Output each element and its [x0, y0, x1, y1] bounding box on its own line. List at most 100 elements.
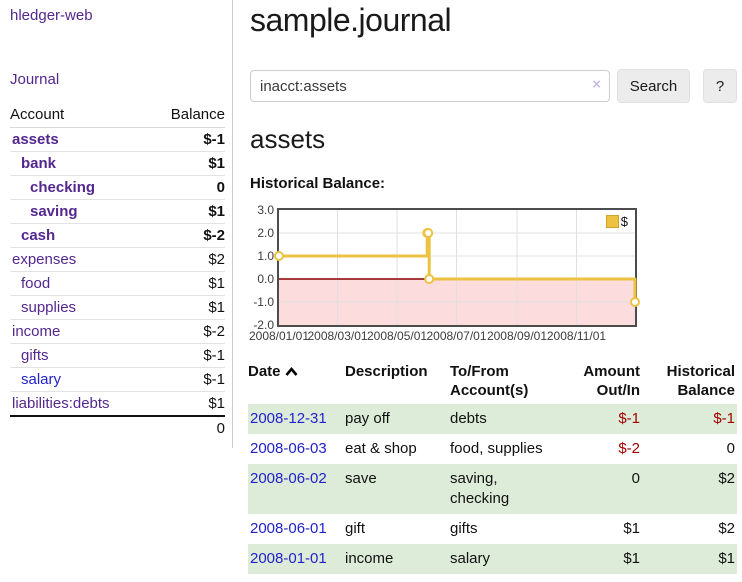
data-point-marker [423, 228, 434, 238]
sidebar-account-row: bank $1 [10, 151, 225, 176]
sidebar-account-row: cash $-2 [10, 223, 225, 248]
sidebar-account-row: income $-2 [10, 319, 225, 344]
page-title: sample.journal [250, 2, 452, 38]
sidebar-account-cell: food [10, 271, 160, 296]
transaction-balance: $2 [718, 520, 735, 537]
sidebar-account-balance: $1 [160, 295, 225, 320]
sidebar-account-row: assets $-1 [10, 127, 225, 152]
transaction-row: 2008-01-01 income salary $1 $1 [248, 544, 737, 574]
transaction-date-link[interactable]: 2008-06-01 [250, 520, 327, 537]
sidebar-account-balance: $-2 [160, 223, 225, 248]
sidebar-account-row: saving $1 [10, 199, 225, 224]
sidebar-total-spacer [10, 415, 160, 440]
sidebar-account-cell: saving [10, 199, 160, 224]
sidebar-account-link[interactable]: income [12, 323, 61, 340]
transaction-date-cell: 2008-06-01 [248, 514, 345, 544]
column-header-date[interactable]: Date [248, 360, 345, 404]
transaction-balance: $2 [718, 470, 735, 487]
chart-canvas [274, 210, 640, 325]
search-box: × [250, 70, 610, 102]
sidebar-account-link[interactable]: assets [12, 131, 59, 148]
transaction-description: eat & shop [345, 440, 417, 457]
sidebar-account-cell: checking [10, 175, 160, 200]
brand-link[interactable]: hledger-web [10, 7, 93, 24]
transaction-date-link[interactable]: 2008-12-31 [250, 410, 327, 427]
sidebar-account-cell: supplies [10, 295, 160, 320]
transaction-row: 2008-12-31 pay off debts $-1 $-1 [248, 404, 737, 434]
sidebar-accounts-table: Account Balance assets $-1 bank $1 check… [10, 103, 225, 440]
x-tick-label: 2008/01/01 [248, 329, 310, 343]
transaction-row: 2008-06-01 gift gifts $1 $2 [248, 514, 737, 544]
sidebar-account-link[interactable]: cash [21, 227, 56, 244]
column-header-accounts[interactable]: To/From Account(s) [450, 363, 529, 399]
sidebar-total-balance: 0 [160, 415, 225, 440]
help-button[interactable]: ? [703, 69, 737, 103]
sidebar-account-link[interactable]: bank [21, 155, 57, 172]
sidebar-account-balance: $1 [160, 391, 225, 417]
y-tick-label: 1.0 [257, 249, 274, 263]
sidebar-account-link[interactable]: checking [30, 179, 96, 196]
sidebar-account-balance: $1 [160, 199, 225, 224]
transaction-description: pay off [345, 410, 390, 427]
sidebar-account-link[interactable]: liabilities:debts [12, 395, 110, 412]
sidebar-account-link[interactable]: expenses [12, 251, 77, 268]
legend-swatch-icon [605, 215, 619, 228]
chart-y-axis-labels: 3.0 2.0 1.0 0.0 -1.0 -2.0 [248, 200, 274, 332]
column-header-description[interactable]: Description [345, 363, 428, 380]
y-tick-label: 3.0 [257, 203, 274, 217]
sidebar-account-cell: cash [10, 223, 160, 248]
register-header-row: Date Description To/From Account(s) Amou… [248, 360, 737, 404]
y-tick-label: -2.0 [253, 318, 274, 332]
sidebar-account-balance: $-1 [160, 127, 225, 152]
sidebar-account-row: liabilities:debts $1 [10, 391, 225, 417]
chart-plot-area: $ [274, 208, 640, 327]
y-tick-label: 2.0 [257, 226, 274, 240]
y-tick-label: 0.0 [257, 272, 274, 286]
chart-legend: $ [605, 214, 628, 229]
transaction-accounts: salary [450, 550, 491, 567]
sidebar-account-link[interactable]: salary [21, 371, 62, 388]
sidebar-total-row: 0 [10, 415, 225, 440]
transaction-row: 2008-06-03 eat & shop food, supplies $-2… [248, 434, 737, 464]
sidebar-account-link[interactable]: saving [30, 203, 78, 220]
sidebar-account-row: checking 0 [10, 175, 225, 200]
sidebar-accounts-header-row: Account Balance [10, 103, 225, 128]
search-button[interactable]: Search [617, 69, 690, 103]
x-tick-label: 2008/05/01 [366, 329, 428, 343]
sidebar-account-cell: salary [10, 367, 160, 392]
chart-caption: Historical Balance: [250, 175, 386, 192]
sidebar-account-link[interactable]: supplies [21, 299, 77, 316]
x-tick-label: 2008/03/01 [307, 329, 368, 343]
sort-ascending-icon [285, 366, 298, 376]
transaction-amount: $1 [623, 550, 640, 567]
sidebar-account-balance: $2 [160, 247, 225, 272]
transaction-balance: 0 [726, 440, 735, 457]
transaction-date-link[interactable]: 2008-01-01 [250, 550, 327, 567]
sidebar-account-balance: $-1 [160, 367, 225, 392]
historical-balance-chart: 3.0 2.0 1.0 0.0 -1.0 -2.0 $ 2008/01/01 2008/03… [248, 200, 742, 348]
transaction-accounts: saving, checking [450, 470, 510, 507]
account-title: assets [250, 124, 326, 154]
transaction-amount: $-1 [618, 410, 640, 427]
sidebar-account-balance: $-1 [160, 343, 225, 368]
sidebar-account-row: salary $-1 [10, 367, 225, 392]
column-header-amount[interactable]: Amount Out/In [583, 363, 640, 399]
sidebar: hledger-web Journal Account Balance asse… [0, 0, 233, 448]
x-tick-label: 2008/07/01 [426, 329, 487, 343]
chart-x-axis-labels: 2008/01/01 2008/03/01 2008/05/01 2008/07/01… [248, 329, 742, 345]
transaction-date-link[interactable]: 2008-06-02 [250, 470, 327, 487]
sidebar-account-cell: assets [10, 127, 160, 152]
legend-label: $ [620, 214, 628, 229]
data-point-marker [274, 251, 284, 261]
transaction-balance: $-1 [713, 410, 735, 427]
sidebar-account-link[interactable]: food [21, 275, 51, 292]
sidebar-account-cell: income [10, 319, 160, 344]
sidebar-account-row: food $1 [10, 271, 225, 296]
transaction-date-link[interactable]: 2008-06-03 [250, 440, 327, 457]
column-header-balance[interactable]: Historical Balance [666, 363, 735, 399]
sidebar-account-link[interactable]: gifts [21, 347, 49, 364]
clear-search-icon[interactable]: × [592, 76, 601, 93]
search-input[interactable] [250, 70, 610, 102]
sidebar-item-journal[interactable]: Journal [10, 71, 60, 88]
